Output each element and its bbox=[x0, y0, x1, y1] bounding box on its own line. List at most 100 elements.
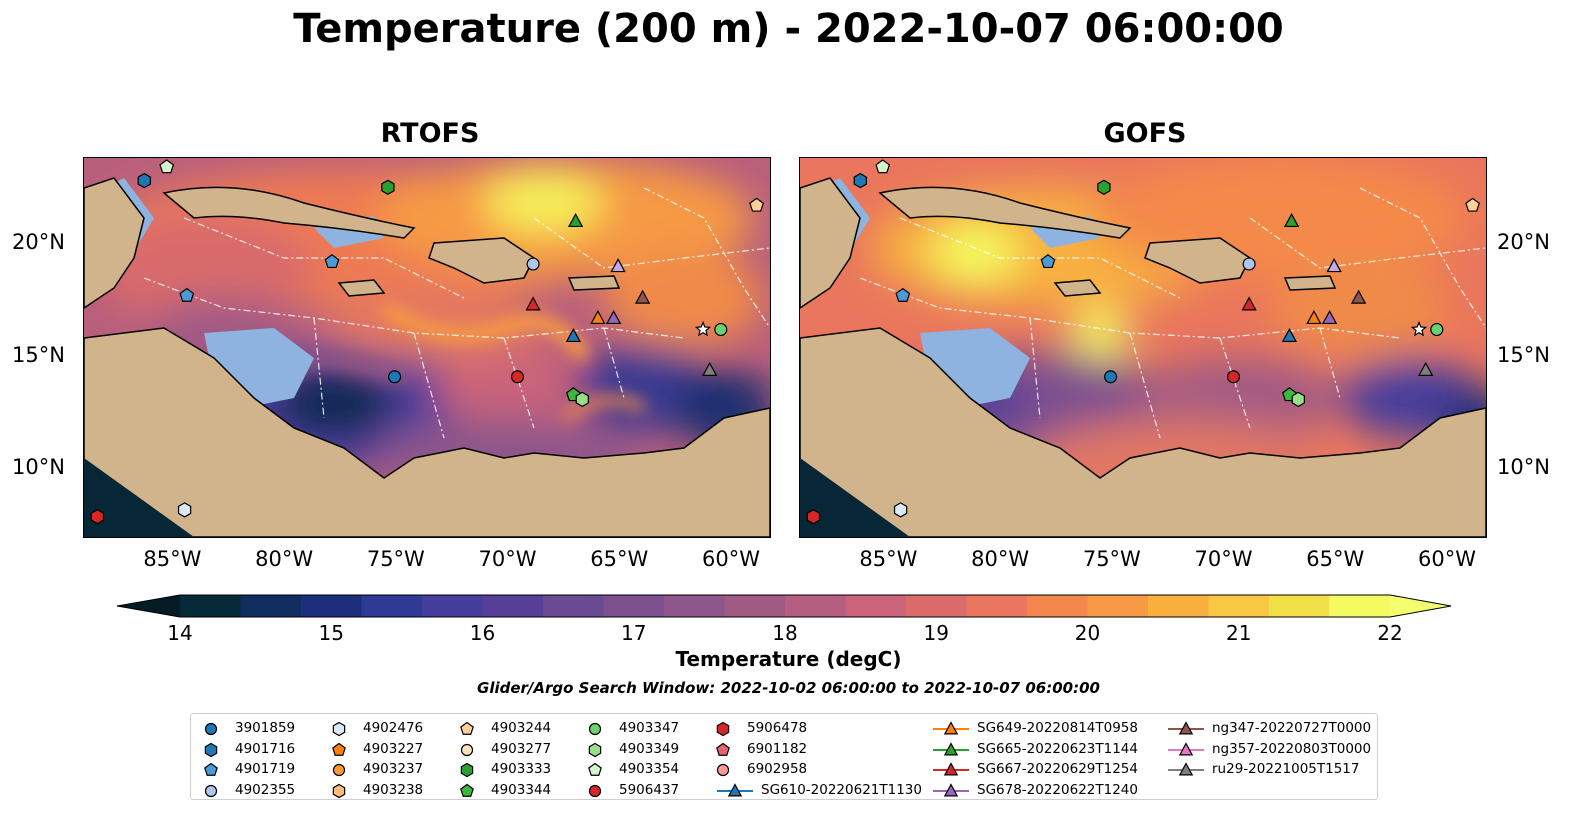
gofs-map-canvas bbox=[800, 158, 1486, 537]
legend-label: ng357-20220803T0000 bbox=[1212, 740, 1372, 757]
obs-marker-3901859 bbox=[388, 370, 402, 384]
colorbar-tick-label: 18 bbox=[772, 621, 798, 645]
lon-tick-label: 60°W bbox=[702, 547, 760, 571]
legend-marker-icon bbox=[204, 762, 218, 776]
colorbar-tick-label: 15 bbox=[318, 621, 344, 645]
lon-tick-label: 65°W bbox=[1306, 547, 1365, 571]
lon-tick-label: 60°W bbox=[1418, 547, 1476, 571]
legend-label: 4903277 bbox=[491, 740, 552, 757]
legend-marker-icon bbox=[332, 763, 346, 777]
legend-label: 4903344 bbox=[491, 781, 552, 798]
obs-marker-4903333 bbox=[1097, 179, 1111, 195]
legend-marker-icon bbox=[1168, 721, 1204, 735]
obs-marker-4903349 bbox=[575, 391, 589, 408]
legend-marker-icon bbox=[933, 741, 969, 755]
legend-marker-icon bbox=[1168, 762, 1204, 776]
legend-marker-icon bbox=[716, 721, 730, 737]
colorbar-segment bbox=[603, 595, 665, 617]
legend: 3901859 4901716 4901719 4902355 4902476 49032… bbox=[190, 713, 1378, 800]
lat-tick-label-right: 20°N bbox=[1497, 229, 1550, 254]
rtofs-map-canvas bbox=[84, 158, 770, 537]
legend-marker-icon bbox=[460, 762, 474, 778]
legend-marker-icon bbox=[460, 743, 474, 756]
colorbar-segment bbox=[240, 595, 302, 617]
legend-label: 4901716 bbox=[235, 740, 296, 757]
obs-marker-SG610-20220621T1130 bbox=[565, 327, 582, 343]
obs-marker-4903354 bbox=[875, 159, 891, 174]
obs-marker-4903333 bbox=[381, 179, 395, 195]
obs-marker-4902355 bbox=[1242, 257, 1256, 271]
colorbar-segment bbox=[482, 595, 544, 617]
obs-marker-SG649-20220814T0958 bbox=[1306, 309, 1322, 325]
legend-label: SG610-20220621T1130 bbox=[761, 781, 922, 798]
obs-marker-ng347-20220727T0000 bbox=[634, 289, 651, 304]
legend-label: 5906437 bbox=[619, 781, 680, 798]
obs-marker-SG665-20220623T1144 bbox=[567, 212, 584, 228]
obs-marker-4902355 bbox=[526, 257, 540, 271]
legend-label: ng347-20220727T0000 bbox=[1212, 720, 1372, 736]
colorbar-tick-label: 17 bbox=[621, 621, 647, 645]
legend-marker-icon bbox=[204, 742, 218, 757]
legend-marker-icon bbox=[716, 763, 730, 777]
legend-label: 4903238 bbox=[363, 781, 424, 798]
gofs-panel-title: GOFS bbox=[1103, 118, 1187, 149]
legend-label: ru29-20221005T1517 bbox=[1212, 761, 1360, 777]
lon-tick-label: 85°W bbox=[143, 547, 202, 571]
colorbar-under-arrow bbox=[117, 595, 180, 617]
legend-marker-icon bbox=[588, 784, 602, 797]
obs-marker-4901719b bbox=[895, 287, 911, 302]
lat-tick-label-left: 10°N bbox=[12, 455, 65, 480]
gofs-markers bbox=[806, 159, 1480, 525]
obs-marker-4901716 bbox=[853, 172, 867, 189]
search-window-note: Glider/Argo Search Window: 2022-10-02 06… bbox=[477, 679, 1100, 697]
colorbar-tick-label: 14 bbox=[167, 621, 193, 645]
colorbar-segment bbox=[906, 595, 967, 617]
legend-marker-icon bbox=[588, 742, 602, 757]
lat-tick-label-right: 10°N bbox=[1497, 455, 1550, 480]
obs-marker-4903347 bbox=[1430, 322, 1444, 337]
colorbar-segment bbox=[1087, 595, 1149, 617]
eez-boundaries bbox=[143, 187, 770, 439]
legend-marker-icon bbox=[332, 721, 346, 737]
legend-marker-icon bbox=[933, 721, 969, 735]
legend-label: 4902355 bbox=[235, 781, 296, 798]
colorbar-segment bbox=[543, 595, 604, 617]
colorbar-segment bbox=[422, 595, 483, 617]
obs-marker-5906478 bbox=[90, 509, 105, 525]
colorbar-segment bbox=[664, 595, 725, 617]
colorbar-segment bbox=[1027, 595, 1088, 617]
obs-marker-4903244 bbox=[749, 197, 764, 212]
legend-marker-icon bbox=[588, 762, 602, 776]
legend-marker-icon bbox=[588, 722, 602, 736]
rtofs-panel-title: RTOFS bbox=[380, 118, 480, 149]
gofs-map bbox=[799, 157, 1487, 538]
lon-tick-label: 65°W bbox=[590, 547, 649, 571]
lat-tick-label-right: 15°N bbox=[1497, 342, 1550, 367]
lon-tick-label: 80°W bbox=[971, 547, 1030, 571]
legend-marker-icon bbox=[933, 762, 969, 776]
colorbar-segment bbox=[180, 595, 241, 617]
colorbar-segment bbox=[1269, 595, 1330, 617]
figure-title: Temperature (200 m) - 2022-10-07 06:00:0… bbox=[293, 6, 1284, 52]
legend-label: 4902476 bbox=[363, 720, 424, 736]
legend-label: 4903237 bbox=[363, 761, 424, 777]
colorbar-segment bbox=[1148, 595, 1209, 617]
legend-marker-icon bbox=[460, 783, 474, 797]
obs-marker-5906437 bbox=[510, 370, 525, 384]
lat-tick-label-left: 20°N bbox=[12, 229, 65, 254]
obs-marker-5906478 bbox=[806, 509, 821, 525]
colorbar-tick-label: 19 bbox=[923, 621, 949, 645]
obs-marker-5906437 bbox=[1226, 370, 1241, 384]
obs-marker-star bbox=[694, 320, 712, 337]
obs-marker-4903347 bbox=[714, 322, 728, 337]
lon-tick-label: 70°W bbox=[1194, 547, 1253, 571]
obs-marker-SG610-20220621T1130 bbox=[1281, 327, 1298, 343]
obs-marker-4901716 bbox=[137, 172, 151, 189]
colorbar-tick-label: 22 bbox=[1377, 621, 1403, 645]
colorbar-label: Temperature (degC) bbox=[675, 647, 902, 671]
obs-marker-4901719 bbox=[1040, 254, 1056, 269]
legend-marker-icon bbox=[1168, 741, 1204, 755]
legend-marker-icon bbox=[332, 783, 346, 798]
obs-marker-4901719b bbox=[179, 287, 195, 302]
colorbar-segment bbox=[966, 595, 1028, 617]
